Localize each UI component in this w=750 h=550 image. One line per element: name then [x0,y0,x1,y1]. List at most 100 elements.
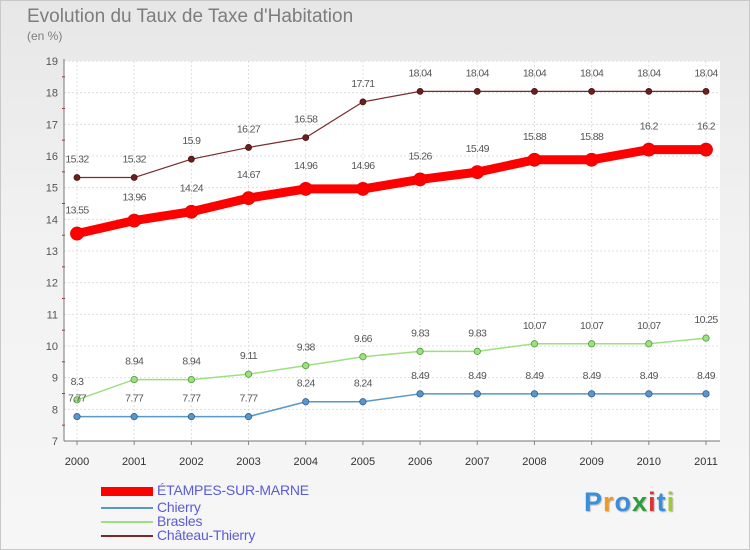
x-tick-label: 2003 [236,456,260,468]
data-point [702,390,710,398]
data-point [73,174,81,181]
data-point [244,413,253,421]
data-point [130,174,138,181]
data-point [473,88,481,95]
x-tick-label: 2009 [579,456,603,468]
logo-letter: x [632,487,649,517]
data-label: 15.88 [523,131,547,143]
logo-letter: i [666,487,676,517]
data-label: 14.67 [237,169,261,181]
data-point [588,88,596,95]
data-label: 7.77 [182,393,201,405]
data-point [356,182,370,196]
data-point [588,340,596,348]
series-line [72,145,711,239]
data-point [187,413,195,421]
data-point [302,362,310,370]
legend-swatch [101,521,153,523]
data-point [187,155,195,163]
data-label: 8.94 [125,356,144,368]
data-label: 18.04 [466,67,490,79]
data-label: 8.94 [182,356,201,368]
series-line [76,337,707,401]
data-label: 8.49 [468,370,487,382]
chart-title: Evolution du Taux de Taxe d'Habitation [27,6,354,27]
legend-item: Brasles [101,513,361,529]
data-label: 16.2 [697,121,716,133]
data-label: 10.25 [694,314,718,326]
legend-swatch [101,486,153,496]
data-point [70,226,84,241]
data-label: 13.96 [123,192,147,204]
chart-subtitle: (en %) [27,29,63,43]
data-label: 15.88 [580,131,604,143]
data-label: 13.55 [65,205,89,217]
data-label: 18.04 [637,67,661,79]
data-point [187,375,195,384]
data-point [530,390,539,398]
x-tick-label: 2006 [408,456,432,468]
y-tick-label: 9 [52,373,58,385]
data-point [584,152,599,167]
data-label: 18.04 [580,67,604,79]
y-tick-label: 16 [46,151,58,163]
data-label: 8.24 [354,378,373,390]
x-tick-label: 2005 [351,456,375,468]
logo-letter: t [656,487,667,517]
proxiti-logo: Proxiti [584,487,675,518]
data-point [302,134,310,142]
data-label: 10.07 [637,320,661,332]
data-point [73,413,81,421]
data-point [588,390,596,398]
y-tick-label: 19 [46,56,58,68]
data-label: 9.83 [411,327,430,339]
y-tick-label: 17 [46,119,58,131]
legend-label: ÉTAMPES-SUR-MARNE [157,482,309,498]
data-point [702,88,710,95]
logo-letter: r [603,487,615,517]
data-point [359,398,367,406]
data-point [702,334,710,342]
data-label: 15.9 [182,135,201,147]
series-line [76,90,707,179]
data-label: 18.04 [694,67,718,79]
data-label: 8.49 [411,370,430,382]
data-label: 10.07 [523,320,547,332]
data-point [359,353,367,361]
x-tick-label: 2008 [522,456,546,468]
logo-letter: P [584,487,604,517]
y-tick-label: 8 [52,404,58,416]
data-point [531,88,538,95]
data-label: 10.07 [580,320,604,332]
data-label: 9.38 [297,342,316,354]
data-label: 15.32 [123,154,147,166]
data-label: 8.49 [525,370,544,382]
data-label: 8.24 [297,378,316,390]
y-tick-label: 11 [47,309,58,321]
data-label: 8.49 [583,370,602,382]
data-label: 9.11 [240,350,258,362]
data-point [527,152,542,167]
data-point [645,390,653,398]
x-tick-label: 2004 [293,456,317,468]
x-tick-label: 2007 [465,456,489,468]
data-point [244,370,253,378]
x-tick-label: 2002 [179,456,203,468]
data-label: 18.04 [408,67,432,79]
data-label: 8.3 [71,376,85,388]
logo-letter: i [648,487,657,517]
data-label: 16.27 [237,123,261,135]
legend-label: Château-Thierry [157,527,256,543]
legend-item: ÉTAMPES-SUR-MARNE [101,482,361,498]
data-label: 18.04 [523,67,547,79]
y-tick-label: 15 [46,183,58,195]
data-point [645,340,653,348]
y-tick-label: 13 [46,246,58,258]
data-point [245,144,252,151]
x-tick-label: 2000 [65,456,89,468]
legend-swatch [101,507,153,509]
data-label: 14.96 [294,160,318,172]
data-label: 9.66 [354,333,373,345]
data-label: 9.83 [468,327,487,339]
